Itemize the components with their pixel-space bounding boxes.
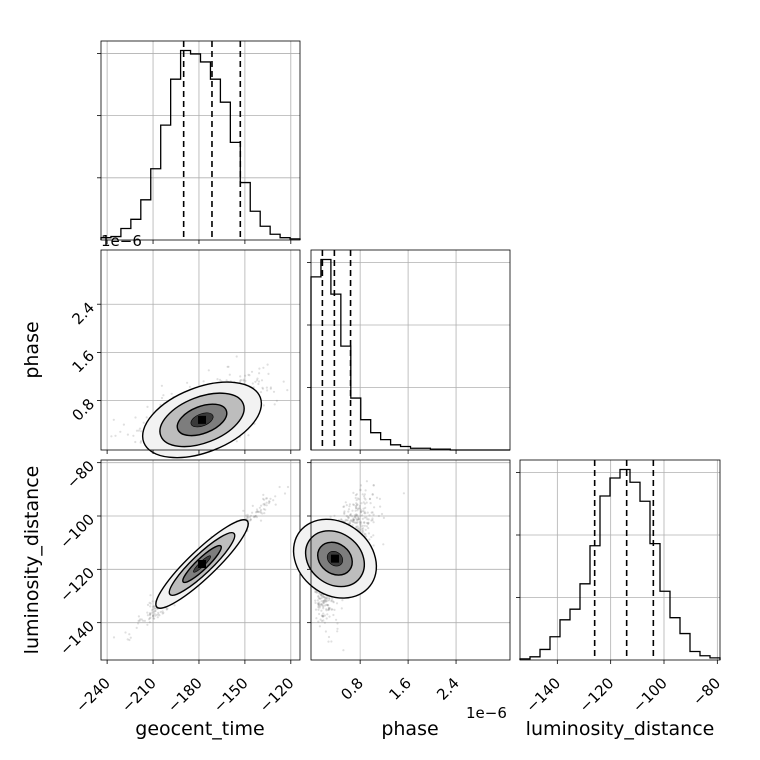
x-tick-label: −120 [576, 674, 618, 716]
x-tick-label: 2.4 [433, 674, 463, 704]
x-tick-label: −150 [210, 674, 252, 716]
x-tick-label: −210 [118, 674, 160, 716]
phase-y-offset-label: 1e−6 [101, 232, 142, 250]
x-tick-label: −240 [72, 674, 114, 716]
x-tick-label: −80 [689, 674, 724, 709]
hist-panel-luminosity_distance [519, 459, 721, 661]
x-tick-label: 1.6 [385, 674, 415, 704]
xlabel-phase: phase [381, 718, 438, 740]
hist-panel-phase [310, 249, 511, 451]
histogram-phase [310, 258, 510, 451]
y-tick-label: 0.8 [68, 395, 98, 425]
y-tick-label: 2.4 [68, 299, 98, 329]
xlabel-geocent-time: geocent_time [135, 718, 264, 740]
density-peak [198, 415, 207, 424]
density-peak [198, 560, 207, 568]
panel-phase-vs-luminosity [310, 459, 511, 661]
y-tick-label: −80 [63, 457, 98, 492]
x-tick-label: −180 [164, 674, 206, 716]
x-tick-label: −140 [522, 674, 564, 716]
x-tick-label: −100 [629, 674, 671, 716]
ylabel-phase: phase [21, 321, 43, 378]
panel-geocent-vs-phase [100, 249, 301, 451]
y-tick-label: 1.6 [68, 347, 98, 377]
histogram-luminosity_distance [519, 468, 721, 660]
x-tick-label: 0.8 [337, 674, 367, 704]
phase-x-offset-label: 1e−6 [466, 704, 507, 722]
x-tick-label: −120 [256, 674, 298, 716]
y-tick-label: −140 [56, 617, 98, 659]
histogram-geocent_time [100, 49, 301, 240]
hist-panel-geocent_time [100, 40, 301, 241]
ylabel-luminosity-distance: luminosity_distance [21, 466, 43, 655]
density-peak [330, 554, 339, 563]
y-tick-label: −100 [56, 510, 98, 552]
y-tick-label: −120 [56, 564, 98, 606]
xlabel-luminosity-distance: luminosity_distance [526, 718, 715, 740]
